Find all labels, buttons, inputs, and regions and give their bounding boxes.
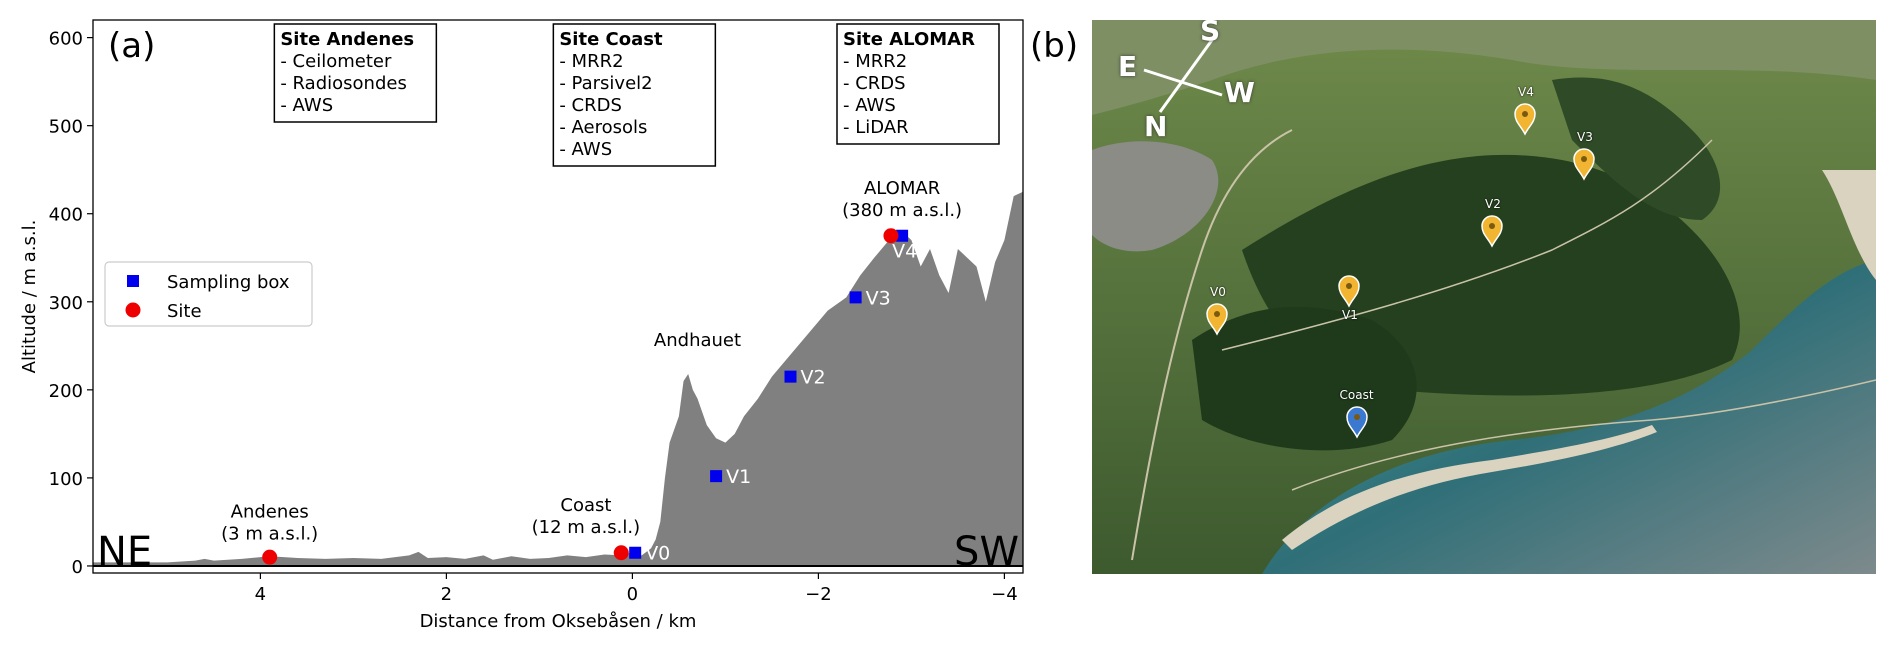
road-line-3 [1291, 379, 1876, 491]
x-tick-label: −4 [991, 584, 1018, 605]
site-box-item: - Ceilometer [280, 51, 392, 72]
annotation-subtitle: (3 m a.s.l.) [221, 523, 318, 544]
site-marker [613, 545, 629, 561]
sampling-box-marker [710, 470, 723, 483]
legend-marker-circle [125, 302, 141, 318]
direction-label-ne: NE [97, 529, 152, 575]
y-tick-label: 200 [49, 381, 83, 402]
site-box-item: - Aerosols [559, 117, 647, 138]
road-line-2 [1221, 139, 1713, 351]
compass-line-ns [1158, 39, 1214, 113]
sea-shape [1262, 260, 1876, 574]
map-pin-dot [1489, 223, 1495, 229]
sampling-box-label: V2 [801, 367, 826, 389]
map-pin-icon [1573, 148, 1595, 181]
site-box-item: - AWS [280, 95, 333, 116]
compass-e: E [1118, 50, 1138, 83]
map-pin-dot [1581, 156, 1587, 162]
lake-shape [1092, 141, 1219, 252]
site-marker [262, 549, 278, 565]
sampling-box-label: V1 [726, 466, 751, 488]
map-pin-dot [1522, 111, 1528, 117]
beach-shape [1282, 425, 1657, 550]
map-pin-icon [1206, 303, 1228, 336]
legend-entry-label: Sampling box [167, 272, 290, 293]
map-pin-label: V0 [1210, 285, 1226, 299]
hill-upper-left [1092, 20, 1876, 115]
beach-right [1822, 170, 1876, 280]
map-pin-icon [1514, 103, 1536, 136]
site-box-item: - MRR2 [843, 51, 907, 72]
map-pin-icon [1338, 275, 1360, 308]
site-box [273, 23, 438, 123]
map-pin-label: V2 [1485, 197, 1501, 211]
y-tick-label: 0 [72, 557, 83, 578]
x-tick-label: −2 [805, 584, 832, 605]
site-box-item: - AWS [559, 139, 612, 160]
compass-s: S [1200, 20, 1221, 47]
map-pin-icon [1346, 406, 1368, 439]
site-box [836, 23, 1000, 145]
mountain-ridge-right [1552, 77, 1721, 220]
sampling-box-marker [896, 229, 909, 242]
map-pin-dot [1346, 283, 1352, 289]
map-pin-label: V4 [1518, 85, 1534, 99]
y-axis-label: Altitude / m a.s.l. [19, 220, 40, 374]
sampling-box-marker [849, 291, 862, 304]
plot-frame [92, 19, 1024, 574]
site-box-item: - Parsivel2 [559, 73, 652, 94]
annotation-title: Andhauet [654, 330, 741, 351]
x-tick-label: 2 [441, 584, 452, 605]
road-line [1131, 129, 1293, 561]
sampling-box-marker [784, 370, 797, 383]
sampling-box-label: V4 [892, 241, 917, 263]
map-pin-dot [1214, 311, 1220, 317]
map-pin-dot [1354, 414, 1360, 420]
site-box-item: - AWS [843, 95, 896, 116]
sampling-box-marker [629, 546, 642, 559]
x-axis-label: Distance from Oksebåsen / km [420, 611, 697, 632]
site-box-title: Site Andenes [280, 29, 414, 50]
map-pin-label: V3 [1577, 130, 1593, 144]
map-pin-label: Coast [1339, 388, 1374, 402]
annotation-subtitle: (12 m a.s.l.) [532, 517, 641, 538]
site-box-title: Site ALOMAR [843, 29, 975, 50]
annotation-title: Andenes [231, 501, 309, 522]
compass-w: W [1224, 76, 1255, 109]
y-tick-label: 100 [49, 469, 83, 490]
panel-a-label: (a) [108, 26, 156, 66]
y-tick-label: 300 [49, 293, 83, 314]
sampling-box-label: V0 [645, 543, 670, 565]
site-box-item: - MRR2 [559, 51, 623, 72]
site-marker [883, 228, 899, 244]
sampling-box-label: V3 [866, 287, 891, 309]
aerial-photo: S E W N V0 V1 V2 V3 V4 Coast [1092, 20, 1876, 574]
direction-label-sw: SW [954, 529, 1019, 575]
legend-box [104, 261, 313, 327]
annotation-title: ALOMAR [864, 178, 940, 199]
compass-line-ew [1143, 68, 1223, 97]
site-box-item: - CRDS [843, 73, 906, 94]
legend-marker-square [127, 275, 139, 287]
y-tick-label: 600 [49, 29, 83, 50]
panel-b-label: (b) [1030, 26, 1079, 66]
annotation-title: Coast [560, 495, 611, 516]
terrain-area [93, 191, 1023, 566]
map-pin-label: V1 [1342, 308, 1358, 322]
map-pin-icon [1481, 215, 1503, 248]
legend-entry-label: Site [167, 301, 202, 322]
y-tick-label: 500 [49, 117, 83, 138]
compass-n: N [1144, 110, 1168, 143]
site-box-item: - CRDS [559, 95, 622, 116]
x-tick-label: 4 [255, 584, 266, 605]
site-box-item: - LiDAR [843, 117, 909, 138]
site-box-item: - Radiosondes [280, 73, 406, 94]
y-tick-label: 400 [49, 205, 83, 226]
site-box-title: Site Coast [559, 29, 663, 50]
x-tick-label: 0 [627, 584, 638, 605]
terrain-profile-chart: 4 2 0 −2 −4 0 100 200 300 400 500 600 Distance from … [19, 19, 1024, 632]
site-box [552, 23, 717, 167]
annotation-subtitle: (380 m a.s.l.) [842, 200, 962, 221]
